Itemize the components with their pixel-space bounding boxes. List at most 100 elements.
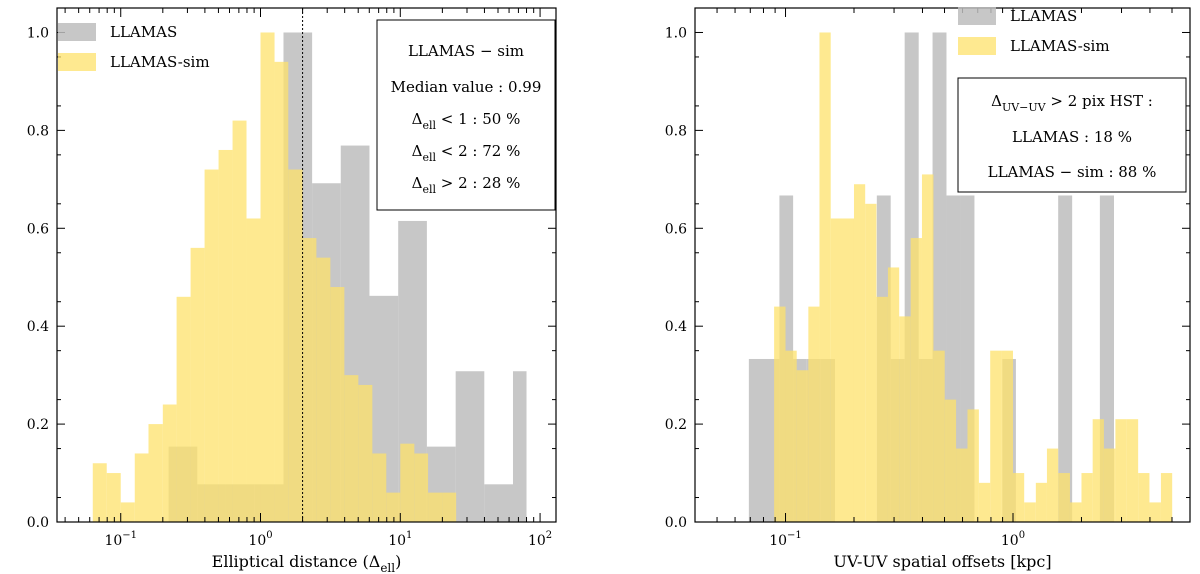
y-tick-label: 0.0	[665, 515, 687, 531]
hist-bar-sim	[274, 61, 289, 522]
hist-bar-sim	[246, 218, 261, 522]
annotation-line: LLAMAS : 18 %	[1012, 128, 1132, 146]
annotation-frame	[957, 77, 1187, 193]
x-tick-base: 10	[1001, 533, 1019, 549]
y-tick-label: 0.8	[27, 123, 49, 139]
y-tick-label: 0.8	[665, 123, 687, 139]
x-tick-label: 101	[388, 530, 412, 549]
annotation-box: LLAMAS − sim Median value : 0.99 Δell < 1 …	[376, 19, 556, 211]
annotation-line-sub: ell	[422, 183, 436, 196]
y-tick-label: 0.6	[27, 221, 49, 237]
x-tick-base: 10	[248, 533, 266, 549]
plot-frame	[694, 7, 1191, 523]
hist-bar-sim	[414, 453, 429, 522]
hist-bar-sim	[1058, 473, 1070, 522]
annotation-line: Δell < 1 : 50 %	[412, 110, 521, 132]
hist-bar-sim	[1126, 419, 1139, 522]
x-tick-label: 102	[528, 530, 552, 549]
annotation-line-pre: Δ	[412, 110, 423, 128]
hist-bar-sim	[774, 306, 786, 522]
hist-bar-sim	[260, 32, 275, 522]
x-axis-label: UV-UV spatial offsets [kpc]	[833, 552, 1051, 571]
series-llamas-sim	[774, 32, 1173, 523]
hist-bar-sim	[1012, 473, 1025, 522]
hist-bar-llamas	[484, 484, 513, 522]
legend-label: LLAMAS-sim	[1010, 37, 1110, 55]
hist-bar-sim	[232, 120, 247, 522]
annotation-title-post: > 2 pix HST :	[1046, 92, 1153, 110]
hist-bar-sim	[302, 238, 317, 523]
hist-bar-sim	[785, 350, 797, 522]
hist-bar-sim	[134, 453, 149, 522]
hist-bar-sim	[176, 296, 191, 522]
hist-bar-sim	[204, 169, 219, 523]
hist-bar-sim	[148, 424, 163, 522]
hist-bar-sim	[120, 502, 135, 522]
legend: LLAMAS LLAMAS-sim	[958, 7, 1110, 55]
hist-bar-sim	[921, 174, 934, 522]
hist-bar-sim	[978, 482, 991, 522]
annotation-line: Δell > 2 : 28 %	[412, 174, 521, 196]
x-tick-exp: 2	[546, 530, 552, 541]
hist-bar-sim	[92, 463, 107, 522]
annotation-title: ΔUV−UV > 2 pix HST :	[991, 92, 1153, 114]
x-tick-base: 10	[388, 533, 406, 549]
hist-bar-sim	[1092, 419, 1104, 522]
legend-swatch-sim	[58, 53, 96, 71]
legend: LLAMAS LLAMAS-sim	[58, 23, 210, 71]
y-tick-label: 0.2	[665, 417, 687, 433]
annotation-line-pre: Δ	[412, 142, 423, 160]
hist-bar-sim	[386, 492, 401, 522]
annotation-line-post: > 2 : 28 %	[436, 174, 520, 192]
x-axis-label-sub: ell	[380, 561, 395, 574]
legend-swatch-llamas	[958, 7, 996, 25]
annotation-line-pre: LLAMAS − sim : 88 %	[988, 163, 1157, 181]
y-tick-label: 0.2	[27, 417, 49, 433]
series-llamas-sim	[92, 32, 457, 523]
annotation-title-pre: Δ	[991, 92, 1002, 110]
hist-bar-llamas	[455, 371, 485, 522]
hist-bar-sim	[944, 399, 957, 522]
y-tick-label: 0.0	[27, 515, 49, 531]
y-tick-label: 1.0	[27, 25, 49, 41]
annotation-line: Δell < 2 : 72 %	[412, 142, 521, 164]
x-tick-base: 10	[769, 533, 787, 549]
hist-bar-sim	[1024, 502, 1036, 522]
hist-bar-sim	[967, 409, 979, 522]
hist-bar-sim	[865, 203, 877, 523]
legend-label: LLAMAS-sim	[110, 53, 210, 71]
annotation-line-post: < 2 : 72 %	[436, 142, 520, 160]
hist-bar-sim	[1115, 419, 1127, 522]
hist-bar-sim	[400, 443, 415, 522]
hist-bar-sim	[910, 238, 922, 523]
legend-swatch-llamas	[58, 23, 96, 41]
hist-bar-sim	[372, 453, 387, 522]
hist-bar-sim	[1046, 448, 1059, 522]
x-tick-base: 10	[528, 533, 546, 549]
annotation-line-pre: LLAMAS : 18 %	[1012, 128, 1132, 146]
x-tick-exp: 0	[266, 530, 272, 541]
annotation-title-sub: UV−UV	[1002, 101, 1047, 114]
legend-label: LLAMAS	[1010, 7, 1077, 25]
hist-bar-sim	[956, 448, 968, 522]
hist-bar-sim	[316, 257, 331, 522]
hist-bar-llamas	[1058, 195, 1073, 523]
x-tick-exp: −1	[122, 530, 137, 541]
hist-bar-sim	[1035, 482, 1047, 522]
hist-bar-sim	[819, 32, 831, 522]
annotation-box: ΔUV−UV > 2 pix HST : LLAMAS : 18 % LLAMAS …	[957, 77, 1187, 193]
x-tick-base: 10	[104, 533, 122, 549]
hist-bar-sim	[428, 492, 443, 522]
hist-bar-sim	[1160, 473, 1173, 522]
y-tick-label: 1.0	[665, 25, 687, 41]
x-tick-label: 10−1	[769, 530, 802, 549]
hist-bar-sim	[990, 350, 1002, 522]
hist-bar-sim	[1001, 350, 1013, 522]
hist-bar-sim	[106, 473, 121, 522]
y-tick-label: 0.6	[665, 221, 687, 237]
hist-bar-sim	[853, 184, 866, 522]
plot-frame	[56, 7, 557, 523]
hist-bar-sim	[830, 218, 843, 522]
